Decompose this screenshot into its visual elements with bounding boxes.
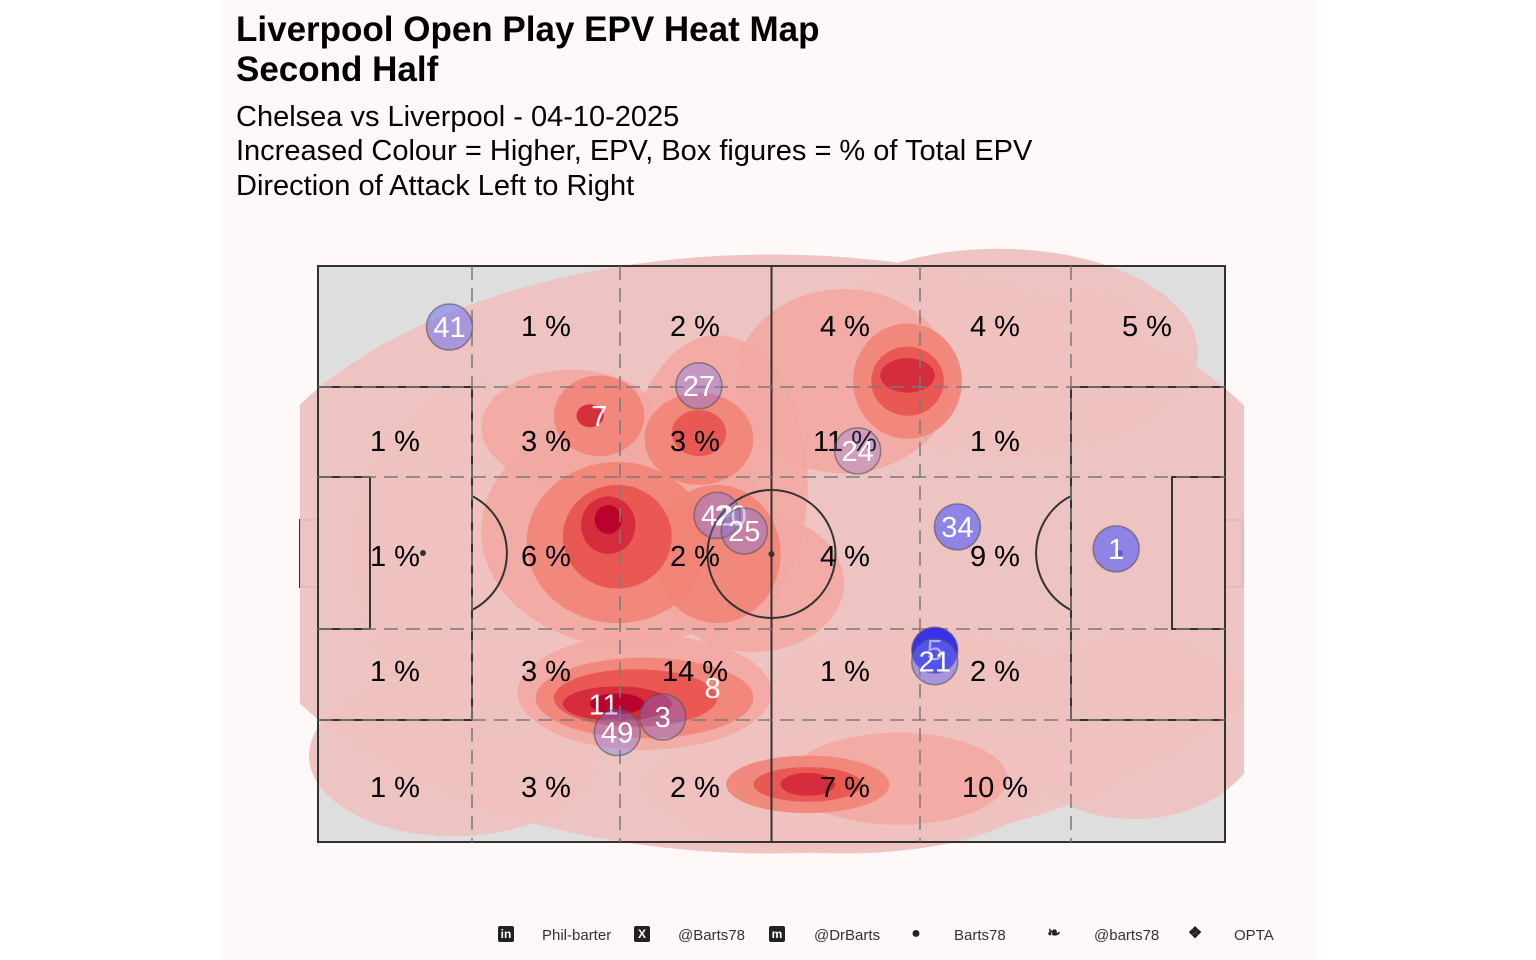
player-number-41: 41 [433, 312, 465, 344]
player-marker-20: 20 [715, 500, 747, 532]
zone-label-r3c4: 2 % [970, 656, 1020, 688]
player-number-49: 49 [601, 718, 633, 750]
heat-blob-3-2 [671, 410, 727, 457]
zone-label-r2c4: 9 % [970, 541, 1020, 573]
centre-circle [706, 489, 837, 619]
player-number-24: 24 [842, 436, 874, 468]
chart-subtitle-legend: Increased Colour = Higher, EPV, Box figu… [236, 135, 1033, 167]
heat-blob-4-4 [576, 404, 604, 428]
player-number-25: 25 [728, 516, 760, 548]
zone-label-r0c3: 4 % [820, 311, 870, 343]
left-penalty-arc [471, 495, 508, 611]
player-circle-42 [693, 491, 741, 540]
player-number-20: 20 [715, 500, 747, 532]
player-circle-3 [638, 693, 687, 741]
zone-label-r1c4: 1 % [970, 426, 1020, 458]
player-number-3: 3 [655, 702, 671, 734]
player-markers: 4127724422025341521811349 [425, 303, 1140, 757]
zone-label-r3c3: 1 % [820, 656, 870, 688]
zone-label-r0c1: 1 % [521, 311, 571, 343]
chart-subtitle-match: Chelsea vs Liverpool - 04-10-2025 [236, 101, 680, 133]
player-marker-21: 21 [911, 637, 959, 686]
heat-blob-5-1 [594, 505, 622, 534]
chart-title: Liverpool Open Play EPV Heat Map [236, 10, 820, 49]
player-marker-27: 27 [675, 362, 723, 410]
right-penalty-arc [1035, 495, 1072, 611]
player-circle-24 [833, 427, 882, 475]
player-circle-27 [675, 362, 723, 410]
footer-label-0: Phil-barter [542, 927, 612, 944]
chart-title-line2: Second Half [236, 50, 439, 89]
zone-label-r0c5: 5 % [1122, 311, 1172, 343]
pitch-lines [317, 265, 1226, 843]
footer-label-2: @DrBarts [814, 927, 881, 944]
zone-label-r0c4: 4 % [970, 311, 1020, 343]
player-number-27: 27 [683, 371, 715, 403]
zone-label-r4c3: 7 % [820, 772, 870, 804]
x-twitter-icon: X [634, 926, 650, 942]
player-circle-41 [425, 303, 474, 351]
left-penalty-spot [420, 550, 426, 556]
player-number-11: 11 [589, 689, 619, 721]
player-marker-41: 41 [425, 303, 474, 351]
player-number-1: 1 [1108, 534, 1124, 566]
player-marker-1: 1 [1092, 525, 1140, 573]
player-circle-34 [933, 503, 982, 551]
zone-label-r1c2: 3 % [670, 426, 720, 458]
player-number-21: 21 [919, 647, 951, 679]
zone-label-r2c0: 1 % [370, 541, 420, 573]
player-marker-49: 49 [593, 708, 642, 757]
player-marker-24: 24 [833, 427, 882, 475]
player-marker-11: 11 [589, 689, 619, 721]
zone-label-r4c4: 10 % [962, 772, 1028, 804]
zone-label-r3c1: 3 % [521, 656, 571, 688]
zone-label-r4c0: 1 % [370, 772, 420, 804]
player-circle-25 [720, 507, 769, 555]
heat-blob-0-5 [1034, 289, 1144, 359]
zone-label-r0c2: 2 % [670, 311, 720, 343]
zone-label-r4c2: 2 % [670, 772, 720, 804]
zone-label-r2c2: 2 % [670, 541, 720, 573]
zone-label-r3c0: 1 % [370, 656, 420, 688]
zone-labels: 1 % 2 % 4 % 4 % 5 % 1 % 3 % 3 % 1 1 % 1 % 1 % 6 % 2 %… [370, 311, 1172, 804]
player-circle-1 [1092, 525, 1140, 573]
player-number-7: 7 [591, 401, 607, 433]
linkedin-icon: in [498, 926, 514, 942]
footer-label-1: @Barts78 [678, 927, 745, 944]
player-marker-3: 3 [638, 693, 687, 741]
player-marker-25: 25 [720, 507, 769, 555]
github-icon: ● [911, 925, 921, 942]
player-number-34: 34 [941, 512, 973, 544]
player-circle-49 [593, 708, 642, 757]
heat-blob-4-2 [880, 358, 935, 393]
footer-label-3: Barts78 [954, 927, 1006, 944]
zone-label-r2c1: 6 % [521, 541, 571, 573]
player-number-8: 8 [704, 673, 720, 705]
dropbox-icon: ❖ [1187, 925, 1203, 942]
heat-blob-4-3 [780, 772, 835, 796]
centre-spot [768, 551, 775, 557]
mastodon-icon: m [769, 926, 785, 942]
heat-blob-2-6 [653, 484, 781, 624]
heat-blob-0-4 [308, 674, 600, 837]
footer-label-4: @barts78 [1094, 927, 1160, 944]
footer-label-5: OPTA [1234, 927, 1274, 944]
footer-credits: in Phil-barter X @Barts78 m @DrBarts ● Barts78 ❧… [0, 922, 1536, 950]
bluesky-icon: ❧ [1047, 925, 1061, 942]
zone-label-r1c0: 1 % [370, 426, 420, 458]
chart-subtitle-direction: Direction of Attack Left to Right [236, 170, 635, 202]
player-number-42: 42 [701, 500, 733, 532]
player-marker-7: 7 [591, 401, 607, 433]
zone-label-r3c2: 14 % [662, 656, 728, 688]
heat-blob-5-0 [590, 693, 645, 715]
zone-label-r4c1: 3 % [521, 772, 571, 804]
player-marker-8: 8 [704, 673, 720, 705]
zone-label-r1c1: 3 % [521, 426, 571, 458]
player-marker-34: 34 [933, 503, 982, 551]
player-marker-42: 42 [693, 491, 741, 540]
player-circle-21 [911, 637, 959, 686]
zone-label-r2c3: 4 % [820, 541, 870, 573]
